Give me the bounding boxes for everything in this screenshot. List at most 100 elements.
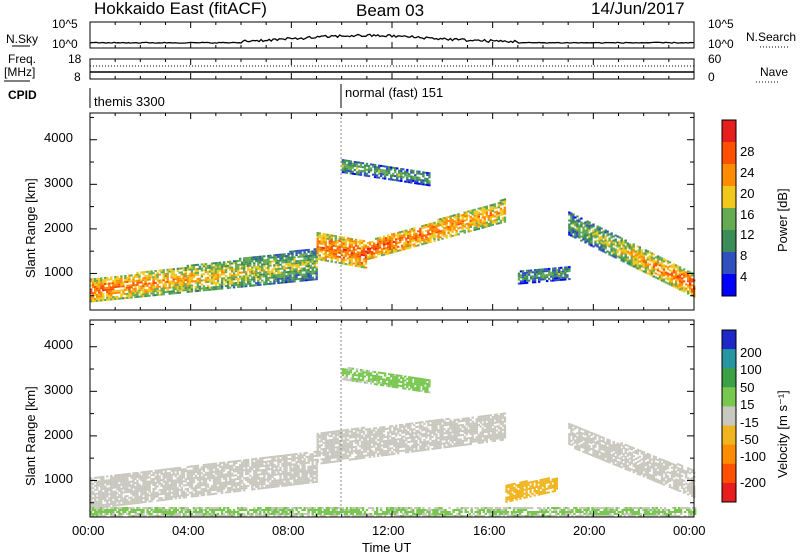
heatmap-cell — [191, 291, 193, 293]
heatmap-cell — [187, 289, 189, 291]
heatmap-cell — [120, 295, 122, 297]
heatmap-cell — [325, 436, 327, 438]
heatmap-cell — [183, 472, 185, 474]
heatmap-cell — [685, 290, 687, 292]
heatmap-cell — [333, 445, 335, 447]
heatmap-cell — [247, 269, 249, 271]
heatmap-cell — [263, 469, 265, 471]
heatmap-cell — [293, 475, 295, 477]
heatmap-cell — [351, 238, 353, 240]
heatmap-cell — [564, 275, 566, 277]
heatmap-cell — [177, 471, 179, 473]
heatmap-cell — [625, 260, 627, 262]
heatmap-cell — [112, 479, 114, 481]
heatmap-cell — [277, 485, 279, 487]
heatmap-cell — [429, 227, 431, 229]
heatmap-cell — [136, 480, 138, 482]
heatmap-cell — [625, 256, 627, 258]
heatmap-cell — [443, 227, 445, 229]
heatmap-cell — [118, 486, 120, 488]
heatmap-cell — [273, 272, 275, 274]
heatmap-cell — [398, 180, 400, 182]
heatmap-cell — [187, 476, 189, 478]
heatmap-cell — [384, 166, 386, 168]
heatmap-cell — [305, 452, 307, 454]
heatmap-cell — [96, 290, 98, 292]
heatmap-cell — [271, 271, 273, 273]
heatmap-cell — [167, 279, 169, 281]
heatmap-cell — [225, 478, 227, 480]
heatmap-cell — [384, 178, 386, 180]
heatmap-cell — [187, 281, 189, 283]
heatmap-cell — [316, 469, 318, 471]
heatmap-cell — [317, 461, 319, 463]
heatmap-cell — [564, 279, 566, 281]
heatmap-cell — [277, 473, 279, 475]
heatmap-cell — [263, 263, 265, 265]
heatmap-cell — [120, 279, 122, 281]
heatmap-cell — [594, 233, 596, 235]
heatmap-cell — [225, 271, 227, 273]
heatmap-cell — [251, 261, 253, 263]
heatmap-cell — [671, 283, 673, 285]
heatmap-cell — [369, 442, 371, 444]
heatmap-cell — [428, 180, 430, 182]
heatmap-cell — [96, 483, 98, 485]
heatmap-cell — [474, 217, 476, 219]
heatmap-cell — [159, 274, 161, 276]
heatmap-cell — [550, 272, 552, 274]
heatmap-cell — [267, 259, 269, 261]
heatmap-cell — [443, 219, 445, 221]
heatmap-cell — [173, 280, 175, 282]
heatmap-cell — [126, 297, 128, 299]
heatmap-cell — [277, 276, 279, 278]
heatmap-cell — [470, 226, 472, 228]
heatmap-cell — [339, 430, 341, 432]
heatmap-cell — [594, 245, 596, 247]
heatmap-cell — [112, 501, 114, 503]
heatmap-cell — [307, 255, 309, 257]
heatmap-cell — [173, 276, 175, 278]
heatmap-cell — [221, 472, 223, 474]
heatmap-cell — [316, 272, 318, 274]
heatmap-cell — [181, 487, 183, 489]
heatmap-cell — [96, 503, 98, 505]
heatmap-cell — [459, 219, 461, 221]
heatmap-cell — [325, 242, 327, 244]
heatmap-cell — [96, 477, 98, 479]
heatmap-cell — [261, 485, 263, 487]
heatmap-cell — [227, 285, 229, 287]
heatmap-cell — [112, 282, 114, 284]
heatmap-cell — [504, 201, 506, 203]
heatmap-cell — [223, 261, 225, 263]
heatmap-cell — [293, 465, 295, 467]
heatmap-cell — [187, 265, 189, 267]
heatmap-cell — [126, 489, 128, 491]
heatmap-cell — [96, 280, 98, 282]
heatmap-cell — [112, 296, 114, 298]
heatmap-cell — [399, 239, 401, 241]
heatmap-cell — [307, 257, 309, 259]
heatmap-cell — [167, 289, 169, 291]
heatmap-cell — [134, 286, 136, 288]
heatmap-cell — [279, 467, 281, 469]
heatmap-cell — [243, 267, 245, 269]
heatmap-cell — [126, 277, 128, 279]
heatmap-cell — [368, 167, 370, 169]
heatmap-cell — [241, 476, 243, 478]
heatmap-cell — [251, 460, 253, 462]
heatmap-cell — [173, 272, 175, 274]
heatmap-cell — [187, 484, 189, 486]
heatmap-cell — [323, 247, 325, 249]
heatmap-cell — [263, 487, 265, 489]
heatmap-cell — [361, 429, 363, 431]
heatmap-cell — [445, 235, 447, 237]
heatmap-cell — [383, 242, 385, 244]
heatmap-cell — [459, 223, 461, 225]
heatmap-cell — [383, 434, 385, 436]
heatmap-cell — [273, 472, 275, 474]
heatmap-cell — [604, 248, 606, 250]
heatmap-cell — [297, 475, 299, 477]
heatmap-cell — [142, 483, 144, 485]
heatmap-cell — [504, 199, 506, 201]
